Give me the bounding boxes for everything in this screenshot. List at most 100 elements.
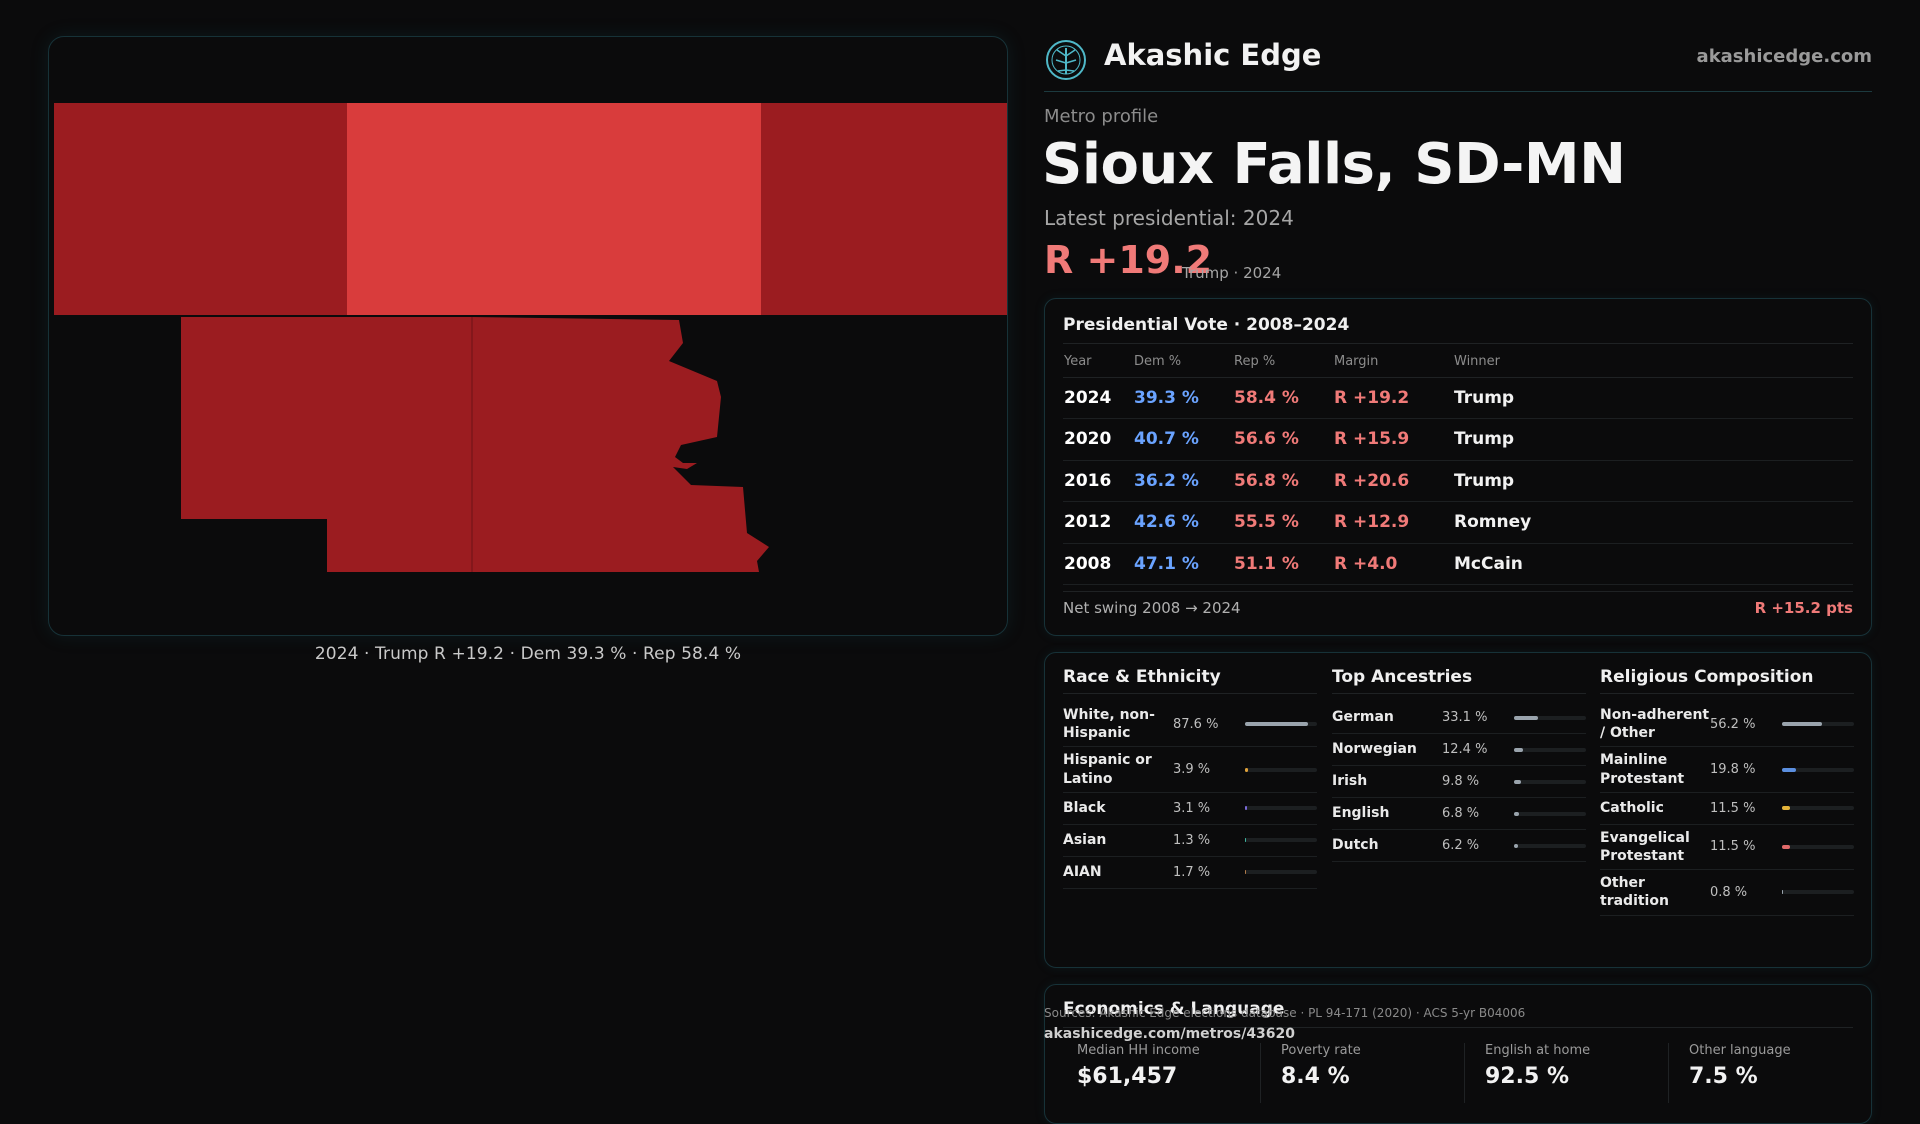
row-margin: R +20.6 (1333, 460, 1453, 502)
list-item: Hispanic or Latino 3.9 % (1063, 747, 1317, 793)
item-label: White, non-Hispanic (1063, 707, 1155, 742)
row-winner: Trump (1453, 377, 1853, 419)
row-winner: McCain (1453, 543, 1853, 585)
race-ethnicity-section: Race & Ethnicity White, non-Hispanic 87.6… (1063, 667, 1317, 889)
item-percent: 12.4 % (1442, 742, 1488, 757)
row-winner: Romney (1453, 501, 1853, 544)
table-row: 2012 42.6 % 55.5 % R +12.9 Romney (1063, 501, 1853, 544)
row-year: 2024 (1063, 377, 1133, 419)
percent-bar (1245, 838, 1317, 843)
percent-bar (1782, 844, 1854, 849)
row-winner: Trump (1453, 460, 1853, 502)
list-item: Dutch 6.2 % (1332, 830, 1586, 862)
item-label: Norwegian (1332, 741, 1417, 758)
row-dem: 47.1 % (1133, 543, 1233, 585)
brand-name[interactable]: Akashic Edge (1104, 38, 1322, 72)
item-label: German (1332, 709, 1394, 726)
list-item: English 6.8 % (1332, 798, 1586, 830)
stat-median-income: Median HH income $61,457 (1061, 1043, 1261, 1103)
page-title: Sioux Falls, SD-MN (1042, 132, 1626, 197)
item-label: Hispanic or Latino (1063, 752, 1152, 787)
row-winner: Trump (1453, 418, 1853, 461)
net-swing-label: Net swing 2008 → 2024 (1063, 599, 1241, 617)
col-header-rep: Rep % (1233, 347, 1333, 378)
list-item: Other tradition 0.8 % (1600, 870, 1854, 916)
list-item: German 33.1 % (1332, 702, 1586, 734)
county-west-north[interactable] (54, 103, 347, 315)
item-label: Other tradition (1600, 875, 1669, 910)
row-rep: 55.5 % (1233, 501, 1333, 544)
item-label: Irish (1332, 773, 1368, 790)
demographics-panel: Race & Ethnicity White, non-Hispanic 87.6… (1044, 652, 1872, 968)
akashic-tree-icon[interactable] (1044, 38, 1088, 82)
percent-bar (1782, 806, 1854, 811)
table-row: 2020 40.7 % 56.6 % R +15.9 Trump (1063, 418, 1853, 461)
list-item: Black 3.1 % (1063, 793, 1317, 825)
item-percent: 0.8 % (1710, 884, 1748, 900)
stat-value: 7.5 % (1689, 1064, 1758, 1089)
row-dem: 36.2 % (1133, 460, 1233, 502)
table-row: 2016 36.2 % 56.8 % R +20.6 Trump (1063, 460, 1853, 502)
vote-table: Year Dem % Rep % Margin Winner 2024 39.3… (1063, 347, 1853, 585)
presidential-vote-panel: Presidential Vote · 2008–2024 Year Dem %… (1044, 298, 1872, 636)
col-header-dem: Dem % (1133, 347, 1233, 378)
item-percent: 1.3 % (1173, 832, 1211, 848)
stat-value: $61,457 (1077, 1064, 1178, 1089)
row-rep: 56.6 % (1233, 418, 1333, 461)
item-label: Black (1063, 800, 1106, 817)
metro-map[interactable] (48, 36, 1008, 636)
percent-bar-fill (1245, 722, 1309, 727)
page-kicker: Metro profile (1044, 106, 1159, 127)
county-map-svg (54, 103, 1007, 572)
list-item: Non-adherent / Other 56.2 % (1600, 702, 1854, 748)
vote-table-header: Year Dem % Rep % Margin Winner (1063, 347, 1853, 378)
item-label: AIAN (1063, 864, 1102, 881)
list-item: Irish 9.8 % (1332, 766, 1586, 798)
percent-bar-fill (1514, 779, 1522, 784)
row-year: 2012 (1063, 501, 1133, 544)
item-percent: 11.5 % (1710, 800, 1756, 816)
item-label: Evangelical Protestant (1600, 829, 1690, 864)
ancestry-title: Top Ancestries (1332, 667, 1586, 694)
item-percent: 19.8 % (1710, 762, 1756, 778)
row-margin: R +15.9 (1333, 418, 1453, 461)
percent-bar (1514, 811, 1586, 816)
stat-label: Median HH income (1077, 1043, 1200, 1058)
percent-bar (1514, 843, 1586, 848)
county-southwest[interactable] (181, 317, 472, 572)
divider (1063, 591, 1853, 592)
list-item: AIAN 1.7 % (1063, 857, 1317, 889)
col-header-margin: Margin (1333, 347, 1453, 378)
percent-bar (1245, 767, 1317, 772)
divider (1063, 1027, 1853, 1028)
percent-bar-fill (1782, 722, 1823, 727)
percent-bar (1514, 715, 1586, 720)
item-label: Mainline Protestant (1600, 752, 1685, 787)
ancestries-section: Top Ancestries German 33.1 % Norwegian 12.4… (1332, 667, 1586, 862)
brand-header: Akashic Edge akashicedge.com (1044, 36, 1872, 92)
item-percent: 6.8 % (1442, 806, 1480, 821)
row-rep: 51.1 % (1233, 543, 1333, 585)
row-dem: 39.3 % (1133, 377, 1233, 419)
percent-bar (1245, 806, 1317, 811)
vote-panel-title: Presidential Vote · 2008–2024 (1063, 315, 1350, 335)
county-southeast[interactable] (472, 317, 769, 572)
percent-bar (1514, 747, 1586, 752)
county-east-north[interactable] (761, 103, 1007, 315)
row-dem: 42.6 % (1133, 501, 1233, 544)
item-label: Dutch (1332, 837, 1379, 854)
list-item: Evangelical Protestant 11.5 % (1600, 825, 1854, 871)
source-url-link[interactable]: akashicedge.com/metros/43620 (1044, 1026, 1296, 1042)
item-label: Asian (1063, 832, 1107, 849)
percent-bar-fill (1514, 747, 1523, 752)
row-year: 2016 (1063, 460, 1133, 502)
county-center-north[interactable] (347, 103, 761, 315)
net-swing: Net swing 2008 → 2024 R +15.2 pts (1063, 599, 1853, 617)
row-margin: R +19.2 (1333, 377, 1453, 419)
item-label: Catholic (1600, 800, 1664, 817)
map-caption: 2024 · Trump R +19.2 · Dem 39.3 % · Rep … (314, 644, 742, 664)
percent-bar-fill (1782, 806, 1791, 811)
brand-url-link[interactable]: akashicedge.com (1696, 46, 1872, 67)
divider (1063, 343, 1853, 344)
economics-panel: Economics & Language Median HH income $6… (1044, 984, 1872, 1124)
